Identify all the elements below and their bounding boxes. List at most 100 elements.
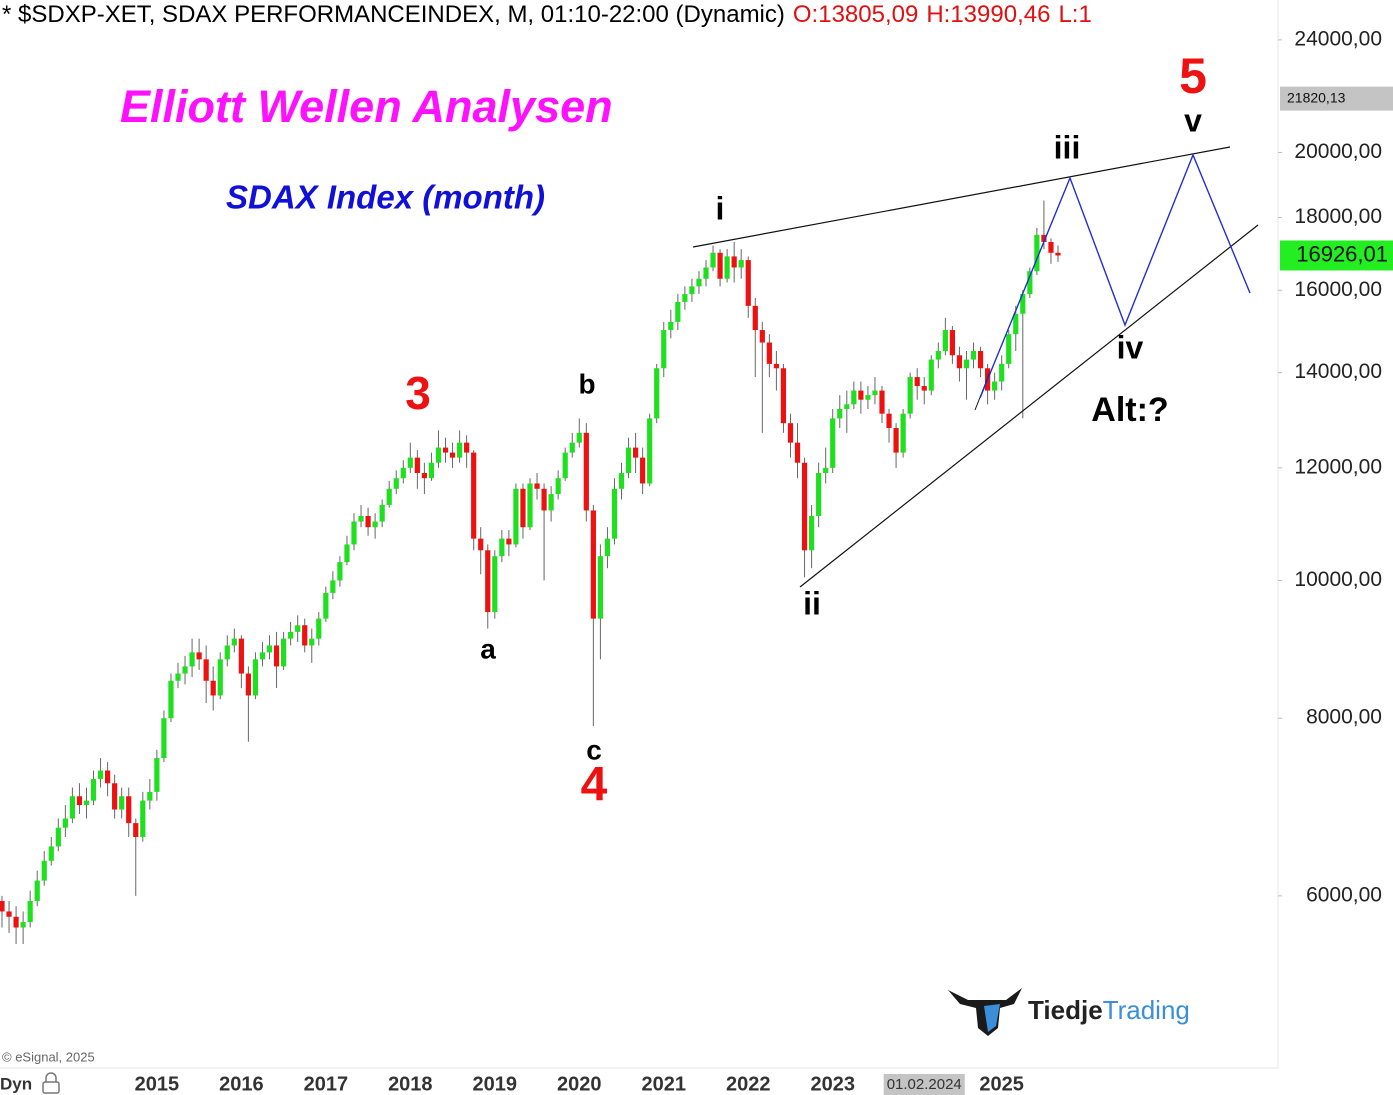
candle-body — [20, 922, 26, 928]
candle-body — [414, 457, 420, 474]
candle-body — [421, 473, 427, 479]
candle-body — [675, 301, 681, 322]
lock-shackle — [45, 1072, 57, 1082]
candle-body — [618, 473, 625, 489]
candle-body — [541, 488, 547, 511]
candle-body — [168, 680, 174, 719]
x-tick-label: 2015 — [135, 1073, 180, 1095]
candle-body — [604, 538, 611, 557]
price-tag — [1280, 240, 1393, 271]
candle-body — [682, 294, 688, 302]
x-tick-label: 2016 — [219, 1073, 264, 1095]
candle-body — [372, 521, 378, 528]
mode-label: Dyn — [0, 1074, 32, 1093]
candle-body — [513, 488, 519, 545]
candle-body — [963, 359, 970, 369]
candle-body — [133, 823, 139, 837]
x-tick-label: 2018 — [388, 1073, 433, 1095]
candle-body — [949, 330, 955, 356]
candle-body — [266, 645, 273, 653]
wave-label: 4 — [581, 759, 608, 812]
wave-label: iv — [1117, 329, 1144, 365]
candle-body — [492, 556, 498, 613]
x-tick-label: 2025 — [979, 1073, 1024, 1095]
candle-body — [259, 652, 266, 660]
candle-body — [90, 778, 97, 801]
candle-body — [1034, 234, 1040, 272]
candle-body — [316, 618, 322, 639]
candle-body — [928, 359, 934, 391]
candle-body — [893, 427, 899, 453]
candle-body — [97, 770, 104, 779]
candle-body — [41, 860, 47, 881]
candle-body — [69, 796, 75, 819]
candle-body — [189, 652, 195, 667]
candle-body — [175, 673, 181, 681]
lock-body — [42, 1081, 60, 1094]
candle-body — [365, 515, 371, 528]
chart-title: Elliott Wellen Analysen — [120, 81, 613, 132]
candle-body — [471, 452, 477, 539]
ohlc-low: L:1 — [1058, 1, 1091, 28]
y-tick-label: 8000,00 — [1306, 706, 1382, 729]
candle-body — [879, 390, 885, 414]
candle-body — [288, 631, 294, 639]
candle-body — [900, 413, 906, 453]
candle-body — [196, 652, 202, 660]
candle-body — [759, 330, 765, 343]
logo-text-part: Trading — [1103, 995, 1190, 1025]
candle-body — [703, 267, 709, 279]
candle-body — [449, 452, 456, 458]
candle-body — [999, 363, 1005, 382]
candle-body — [344, 544, 350, 563]
candle-body — [147, 791, 153, 801]
candle-body — [358, 515, 364, 522]
candle-body — [583, 432, 589, 511]
candle-body — [1006, 334, 1012, 364]
drawings — [692, 146, 1259, 588]
wave-label: i — [716, 190, 725, 226]
candle-body — [830, 418, 836, 468]
x-tick-label: 2023 — [810, 1073, 855, 1095]
candle-body — [323, 592, 329, 619]
y-tick-label: 14000,00 — [1294, 360, 1382, 383]
candle-body — [956, 355, 963, 369]
candle-body — [752, 305, 758, 331]
candle-body — [245, 673, 251, 696]
copyright: © eSignal, 2025 — [2, 1049, 95, 1064]
candle-body — [724, 256, 730, 279]
candle-body — [668, 321, 674, 331]
candle-body — [977, 350, 984, 369]
candle-body — [520, 488, 526, 528]
candle-body — [210, 680, 216, 696]
y-tick-label: 12000,00 — [1294, 455, 1382, 478]
candle-body — [597, 556, 603, 619]
chart-subtitle: SDAX Index (month) — [226, 179, 545, 216]
candle-body — [865, 395, 871, 400]
candle-body — [787, 423, 794, 443]
candle-body — [527, 483, 533, 528]
candle-body — [126, 796, 132, 824]
candle-body — [62, 818, 68, 828]
candle-body — [112, 783, 118, 810]
candle-body — [1020, 294, 1026, 314]
candle-body — [816, 473, 822, 516]
candle-body — [710, 252, 716, 268]
candle-body — [435, 447, 442, 463]
candle-body — [851, 390, 857, 405]
wave-label: 5 — [1179, 48, 1207, 104]
candle-body — [0, 900, 5, 912]
candle-body — [1055, 252, 1061, 256]
x-tick-label: 2021 — [642, 1073, 687, 1095]
candle-body — [302, 625, 308, 646]
candle-body — [273, 645, 280, 667]
candle-body — [555, 478, 561, 495]
ohlc-high: H:13990,46 — [926, 1, 1050, 28]
y-tick-label: 6000,00 — [1306, 883, 1382, 906]
candle-body — [562, 452, 568, 479]
candle-body — [34, 880, 40, 901]
wave-label: c — [586, 734, 602, 765]
logo: TiedjeTrading — [948, 988, 1190, 1036]
